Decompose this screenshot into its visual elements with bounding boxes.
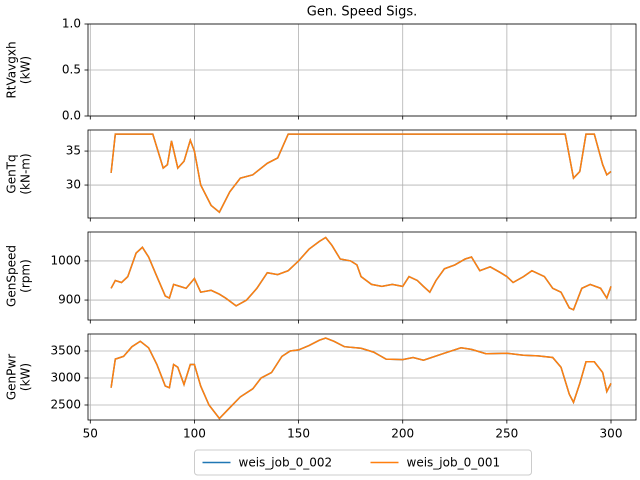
y-tick-label: 900 [58, 293, 81, 307]
series-line [110, 236, 612, 311]
axes-frame [87, 333, 637, 421]
y-tick-label: 3000 [50, 370, 81, 384]
y-tick-label: 1.0 [62, 17, 81, 31]
x-tick-label: 50 [83, 427, 98, 441]
series-line [110, 133, 612, 214]
y-axis-label: GenTq [5, 154, 19, 193]
y-tick-label: 0.0 [62, 109, 81, 123]
y-tick-label: 1000 [50, 253, 81, 267]
y-tick-label: 30 [66, 178, 81, 192]
legend-label: weis_job_0_001 [407, 456, 501, 470]
x-tick-label: 250 [495, 427, 518, 441]
y-tick-label: 3500 [50, 344, 81, 358]
x-tick-label: 300 [600, 427, 623, 441]
legend-label: weis_job_0_002 [239, 456, 333, 470]
axes-frame [87, 129, 637, 219]
y-tick-label: 35 [66, 144, 81, 158]
y-axis-label: (kW) [19, 56, 33, 84]
x-tick-label: 100 [183, 427, 206, 441]
series-line [110, 337, 612, 420]
y-axis-label: (kW) [19, 363, 33, 391]
x-tick-label: 200 [391, 427, 414, 441]
y-axis-label: RtVavgxh [5, 41, 19, 98]
legend: weis_job_0_002 weis_job_0_001 [194, 449, 532, 476]
series-line [110, 133, 612, 214]
y-axis-label: (rpm) [19, 259, 33, 293]
y-axis-label: GenPwr [5, 354, 19, 400]
x-tick-label: 150 [287, 427, 310, 441]
axes-frame [87, 231, 637, 321]
y-axis-label: (kN-m) [19, 153, 33, 194]
y-axis-label: GenSpeed [5, 245, 19, 307]
chart-title: Gen. Speed Sigs. [307, 5, 417, 20]
series-line [110, 236, 612, 311]
y-tick-label: 0.5 [62, 63, 81, 77]
legend-box [194, 449, 532, 476]
axes-frame [87, 23, 637, 117]
y-tick-label: 2500 [50, 397, 81, 411]
